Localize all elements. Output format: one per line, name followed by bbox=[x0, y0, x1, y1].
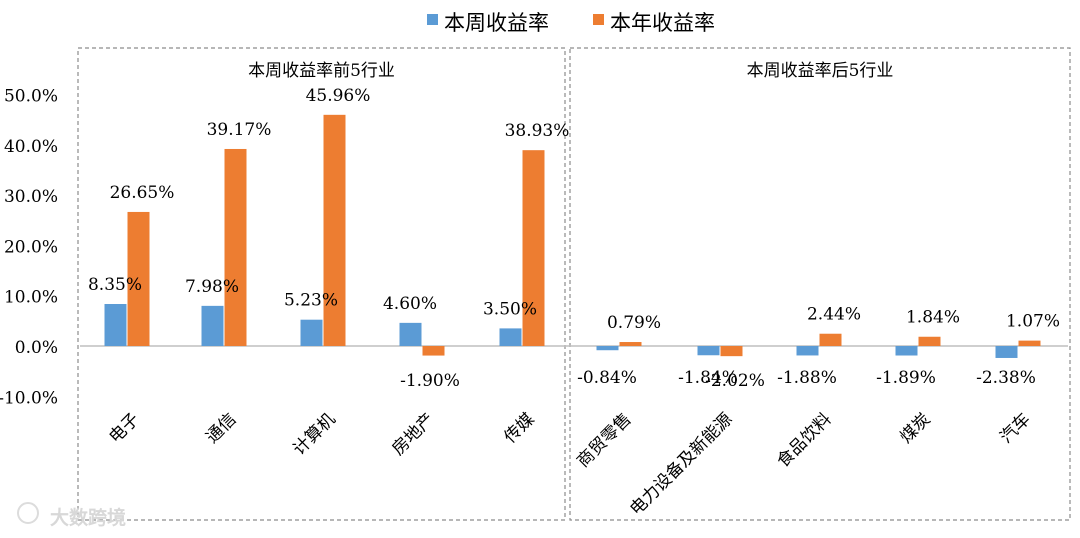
data-label-weekly-4: 4.60% bbox=[383, 294, 437, 314]
legend-swatch-1 bbox=[427, 14, 438, 25]
x-category-label-7: 电力设备及新能源 bbox=[626, 409, 736, 519]
x-category-label-2: 通信 bbox=[202, 409, 240, 447]
data-label-yearly-9: 1.84% bbox=[906, 308, 960, 328]
bar-weekly-8 bbox=[796, 346, 819, 356]
legend-label-1: 本周收益率 bbox=[444, 11, 549, 35]
bar-weekly-5 bbox=[499, 328, 522, 346]
y-tick-label: 30.0% bbox=[4, 187, 58, 207]
data-label-yearly-10: 1.07% bbox=[1006, 312, 1060, 332]
panel-frame-1 bbox=[77, 47, 566, 521]
x-category-label-6: 商贸零售 bbox=[573, 409, 635, 471]
y-tick-label: 0.0% bbox=[15, 338, 58, 358]
bar-yearly-8 bbox=[819, 333, 842, 346]
data-label-yearly-3: 45.96% bbox=[306, 86, 371, 106]
data-label-weekly-10: -2.38% bbox=[976, 368, 1036, 388]
bar-yearly-7 bbox=[720, 346, 743, 357]
data-label-weekly-3: 5.23% bbox=[284, 291, 338, 311]
x-category-label-5: 传媒 bbox=[500, 409, 538, 447]
watermark-text: 大数跨境 bbox=[50, 506, 126, 529]
bar-weekly-10 bbox=[995, 346, 1018, 358]
bar-weekly-1 bbox=[104, 303, 127, 346]
bar-yearly-1 bbox=[127, 211, 150, 346]
data-label-yearly-8: 2.44% bbox=[807, 305, 861, 325]
bar-weekly-3 bbox=[300, 319, 323, 346]
x-category-label-10: 汽车 bbox=[996, 409, 1034, 447]
bar-yearly-3 bbox=[323, 114, 346, 346]
data-label-weekly-7: -1.84% bbox=[678, 368, 738, 388]
legend-label-2: 本年收益率 bbox=[610, 11, 715, 35]
bar-yearly-4 bbox=[422, 346, 445, 356]
bar-yearly-5 bbox=[522, 150, 545, 346]
data-label-weekly-9: -1.89% bbox=[876, 368, 936, 388]
data-label-weekly-5: 3.50% bbox=[483, 299, 537, 319]
panel-frame-2 bbox=[569, 47, 1071, 521]
bar-yearly-9 bbox=[918, 336, 941, 346]
y-tick-label: 40.0% bbox=[4, 137, 58, 157]
panel-title-1: 本周收益率前5行业 bbox=[248, 61, 395, 81]
bar-weekly-6 bbox=[596, 346, 619, 351]
data-label-weekly-1: 8.35% bbox=[88, 275, 142, 295]
data-label-yearly-1: 26.65% bbox=[110, 183, 175, 203]
watermark-logo-icon bbox=[17, 502, 39, 524]
bar-yearly-10 bbox=[1018, 340, 1041, 346]
bar-weekly-9 bbox=[895, 346, 918, 356]
data-label-yearly-2: 39.17% bbox=[207, 120, 272, 140]
data-label-yearly-4: -1.90% bbox=[400, 371, 460, 391]
data-label-weekly-2: 7.98% bbox=[185, 277, 239, 297]
x-category-label-3: 计算机 bbox=[289, 409, 339, 459]
y-tick-label: -10.0% bbox=[0, 388, 58, 408]
y-tick-label: 10.0% bbox=[4, 288, 58, 308]
legend-swatch-2 bbox=[593, 14, 604, 25]
x-category-label-8: 食品饮料 bbox=[773, 409, 835, 471]
panel-title-2: 本周收益率后5行业 bbox=[747, 61, 894, 81]
x-category-label-9: 煤炭 bbox=[896, 409, 934, 447]
y-tick-label: 20.0% bbox=[4, 237, 58, 257]
bar-yearly-6 bbox=[619, 342, 642, 346]
bar-weekly-2 bbox=[201, 305, 224, 346]
x-category-label-4: 房地产 bbox=[388, 409, 438, 459]
y-tick-label: 50.0% bbox=[4, 87, 58, 107]
bar-weekly-4 bbox=[399, 322, 422, 346]
x-category-label-1: 电子 bbox=[105, 409, 143, 447]
data-label-weekly-8: -1.88% bbox=[777, 368, 837, 388]
data-label-weekly-6: -0.84% bbox=[577, 368, 637, 388]
data-label-yearly-5: 38.93% bbox=[505, 121, 570, 141]
data-label-yearly-6: 0.79% bbox=[607, 313, 661, 333]
data-label-yearly-7: -2.02% bbox=[705, 371, 765, 391]
bar-yearly-2 bbox=[224, 148, 247, 346]
bar-weekly-7 bbox=[697, 346, 720, 356]
